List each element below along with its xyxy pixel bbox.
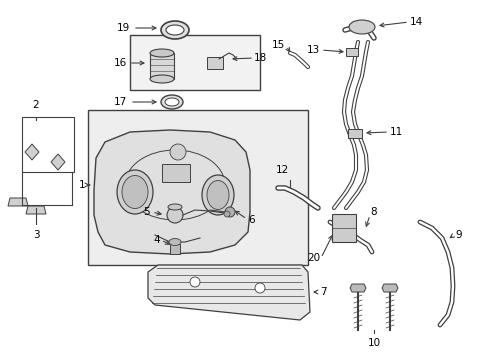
Polygon shape <box>8 198 28 206</box>
Polygon shape <box>51 154 65 170</box>
Text: 15: 15 <box>271 40 285 50</box>
Text: 1: 1 <box>78 180 85 190</box>
Ellipse shape <box>117 170 153 214</box>
Bar <box>88 110 307 265</box>
Text: 19: 19 <box>117 23 130 33</box>
Circle shape <box>190 277 200 287</box>
Polygon shape <box>148 265 309 320</box>
Polygon shape <box>170 244 180 254</box>
Ellipse shape <box>202 175 234 215</box>
Bar <box>331 214 355 242</box>
Bar <box>162 164 190 182</box>
Circle shape <box>167 207 183 223</box>
Text: 17: 17 <box>114 97 127 107</box>
Polygon shape <box>381 284 397 292</box>
Text: 13: 13 <box>306 45 319 55</box>
Text: 5: 5 <box>143 207 150 217</box>
Text: 6: 6 <box>247 215 254 225</box>
Ellipse shape <box>206 180 228 210</box>
Text: 16: 16 <box>114 58 127 68</box>
Text: 4: 4 <box>153 235 160 245</box>
Polygon shape <box>26 206 46 214</box>
Ellipse shape <box>122 176 148 208</box>
Circle shape <box>224 211 229 217</box>
Ellipse shape <box>169 239 181 246</box>
Text: 18: 18 <box>253 53 267 63</box>
Text: 11: 11 <box>389 127 403 137</box>
Circle shape <box>170 144 185 160</box>
Bar <box>22 117 74 172</box>
Text: 12: 12 <box>275 165 288 175</box>
Text: 7: 7 <box>319 287 326 297</box>
Ellipse shape <box>164 98 179 106</box>
Polygon shape <box>25 144 39 160</box>
Text: 8: 8 <box>369 207 376 217</box>
Polygon shape <box>94 130 249 254</box>
Text: 2: 2 <box>33 100 39 110</box>
Ellipse shape <box>161 21 189 39</box>
Ellipse shape <box>161 95 183 109</box>
Bar <box>206 57 223 69</box>
Ellipse shape <box>150 75 174 83</box>
Text: 14: 14 <box>409 17 423 27</box>
Ellipse shape <box>348 20 374 34</box>
Text: 10: 10 <box>366 338 380 348</box>
Ellipse shape <box>165 25 183 35</box>
Bar <box>130 35 260 90</box>
Bar <box>347 129 361 138</box>
Circle shape <box>254 283 264 293</box>
Bar <box>150 53 174 79</box>
Text: 20: 20 <box>306 253 319 263</box>
Polygon shape <box>349 284 365 292</box>
Ellipse shape <box>150 49 174 57</box>
Ellipse shape <box>168 204 182 210</box>
Circle shape <box>224 207 235 217</box>
Text: 9: 9 <box>454 230 461 240</box>
Text: 3: 3 <box>33 230 39 240</box>
Bar <box>346 48 357 56</box>
